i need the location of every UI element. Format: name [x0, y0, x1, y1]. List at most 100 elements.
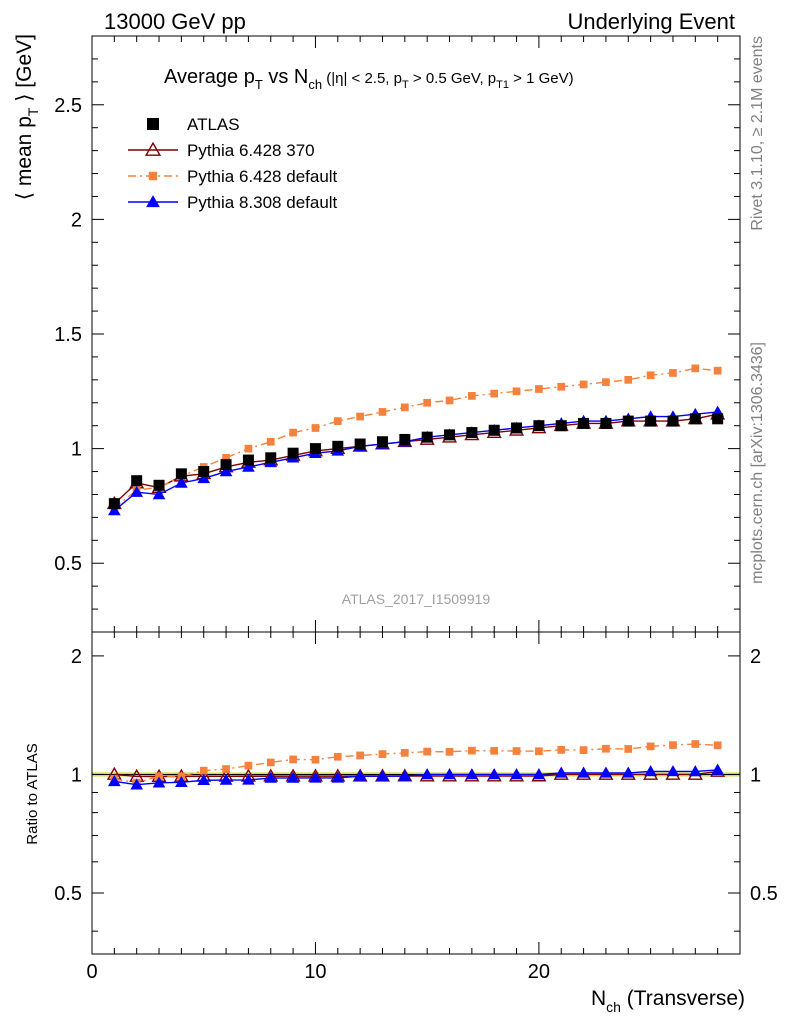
data-point — [108, 498, 120, 510]
y-axis-label: ⟨ mean pT ⟩ [GeV] — [13, 34, 41, 200]
ratio-point — [398, 769, 412, 781]
data-point — [468, 392, 476, 400]
main-y-tick-labels: 0.5 1 1.5 2 2.5 — [54, 95, 82, 575]
ratio-ticks — [91, 632, 741, 954]
data-point — [533, 420, 545, 432]
x-tick-label: 10 — [304, 961, 326, 983]
data-point — [624, 375, 633, 384]
ratio-point — [599, 766, 613, 778]
data-point — [490, 389, 499, 398]
ratio-point — [152, 776, 166, 788]
y-tick-label: 1.5 — [54, 324, 82, 346]
ratio-point — [713, 741, 722, 750]
main-series — [106, 364, 726, 516]
ratio-point — [356, 751, 364, 760]
ratio-point — [646, 742, 655, 751]
data-point — [423, 398, 432, 407]
ratio-point — [264, 771, 278, 783]
ratio-point — [376, 769, 389, 781]
series-line — [113, 367, 718, 509]
legend-label: ATLAS — [187, 115, 240, 134]
data-point — [712, 413, 724, 425]
data-point — [669, 369, 677, 377]
data-point — [175, 468, 187, 480]
data-point — [356, 412, 364, 421]
data-point — [131, 475, 143, 487]
data-point — [445, 396, 454, 405]
ratio-point — [602, 744, 610, 753]
ratio-point — [644, 765, 657, 777]
ratio-point — [244, 761, 253, 770]
ratio-series — [106, 740, 726, 790]
ratio-point — [554, 766, 568, 778]
data-point — [600, 417, 612, 429]
data-point — [713, 366, 722, 375]
ratio-frame — [91, 631, 741, 955]
ratio-point — [286, 771, 300, 783]
analysis-watermark: ATLAS_2017_I1509919 — [342, 591, 491, 607]
ratio-point — [621, 766, 635, 778]
legend-marker — [144, 141, 162, 156]
legend-label: Pythia 6.428 default — [187, 167, 338, 186]
ratio-point — [266, 758, 275, 767]
ratio-point — [309, 771, 322, 783]
legend-label: Pythia 8.308 default — [187, 193, 338, 212]
ratio-point — [711, 763, 724, 775]
ratio-point — [535, 747, 543, 756]
x-axis-label: Nch (Transverse) — [591, 987, 745, 1015]
ratio-point — [624, 745, 633, 753]
header-left: 13000 GeV pp — [104, 9, 246, 34]
data-point — [376, 436, 388, 448]
data-point — [153, 479, 165, 491]
ratio-point — [400, 749, 409, 757]
ratio-y-axis-label: Ratio to ATLAS — [24, 743, 41, 844]
data-point — [400, 403, 409, 412]
ratio-point — [688, 765, 702, 777]
data-point — [219, 465, 233, 477]
ratio-y-tick-label-left: 1 — [71, 764, 82, 786]
data-point — [108, 504, 121, 516]
ratio-point — [465, 768, 479, 780]
main-panel: 0.5 1 1.5 2 2.5 Average pT vs Nch (|η| < 2.5… — [13, 34, 741, 633]
ratio-point — [219, 773, 233, 785]
ratio-point — [468, 746, 476, 755]
ratio-point — [490, 746, 499, 755]
data-point — [266, 437, 275, 446]
data-point — [645, 415, 657, 427]
chart-title: Average pT vs Nch (|η| < 2.5, pT > 0.5 G… — [164, 66, 574, 92]
data-point — [287, 447, 299, 459]
ratio-point — [108, 775, 121, 787]
data-point — [421, 431, 433, 443]
ratio-point — [669, 741, 677, 749]
ratio-point — [175, 775, 188, 788]
ratio-point — [487, 768, 501, 780]
data-point — [557, 382, 566, 391]
ratio-point — [443, 768, 456, 780]
ratio-y-tick-label-right: 1 — [750, 764, 761, 786]
x-tick-label: 20 — [528, 961, 550, 983]
legend-marker — [147, 118, 159, 130]
data-point — [622, 415, 634, 427]
data-point — [333, 417, 342, 425]
data-point — [311, 424, 320, 432]
ratio-point — [199, 766, 208, 775]
data-point — [466, 427, 478, 439]
ratio-point — [510, 768, 523, 780]
ratio-panel: 0.5 0.5 1 1 2 2 Ratio to ATLAS — [24, 631, 778, 955]
ratio-point — [420, 768, 434, 780]
series-2 — [110, 364, 722, 513]
ratio-line — [114, 770, 718, 778]
data-point — [579, 380, 588, 389]
data-point — [512, 387, 521, 396]
ratio-point — [242, 773, 255, 785]
data-point — [488, 424, 500, 436]
y-tick-label: 0.5 — [54, 553, 82, 575]
legend-entry: Pythia 6.428 default — [128, 167, 338, 186]
ratio-y-tick-label-right: 2 — [750, 646, 761, 668]
series-0 — [108, 413, 724, 510]
data-point — [175, 476, 188, 488]
legend-marker — [146, 195, 160, 208]
data-point — [130, 485, 144, 497]
series-line — [113, 413, 718, 505]
data-point — [444, 429, 456, 441]
